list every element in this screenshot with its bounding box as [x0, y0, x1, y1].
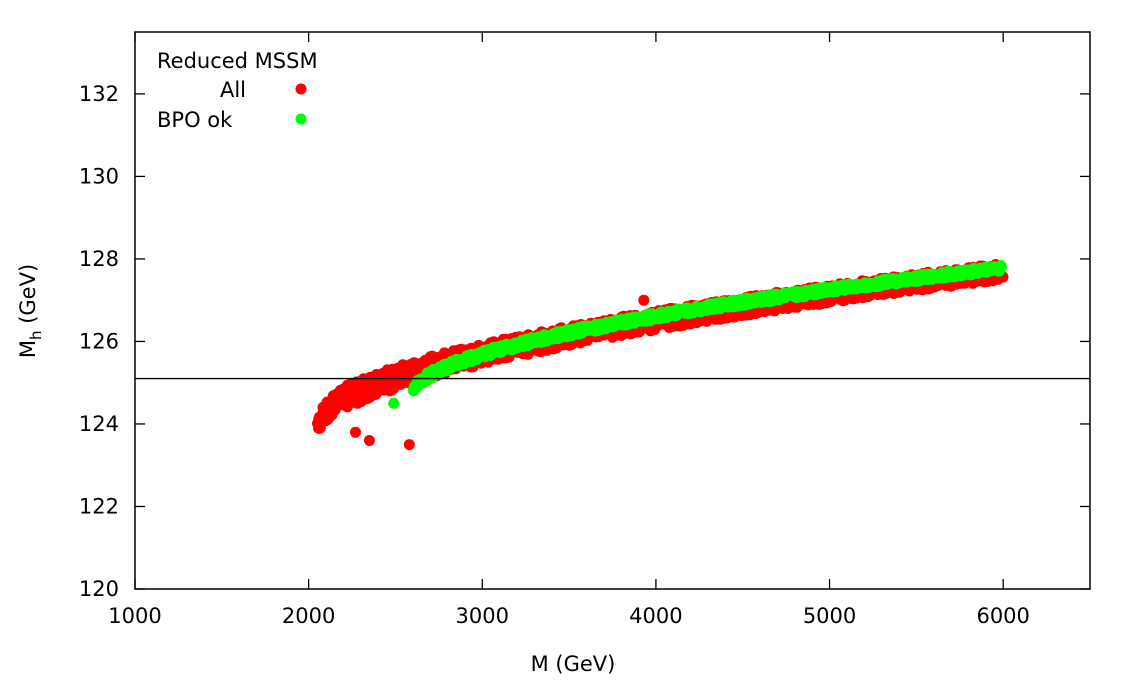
data-point — [626, 315, 638, 327]
data-point — [363, 435, 375, 446]
y-axis-label-sub: h — [27, 330, 45, 340]
legend-label-all: All — [220, 78, 246, 102]
x-axis-label: M (GeV) — [531, 652, 616, 676]
data-point — [843, 278, 855, 290]
data-point — [783, 288, 795, 300]
x-tick-label: 2000 — [282, 604, 335, 628]
data-point — [891, 278, 902, 290]
data-point — [438, 347, 450, 359]
data-point — [967, 277, 979, 289]
y-tick-label: 126 — [79, 329, 119, 353]
data-point — [403, 439, 415, 451]
data-point — [356, 379, 368, 391]
axis-ticks: 1000 2000 3000 4000 5000 6000 120 122 124 126 128 1… — [79, 32, 1090, 628]
legend-label-bpo-ok: BPO ok — [157, 108, 233, 132]
data-point — [672, 305, 684, 317]
data-point — [871, 281, 883, 292]
data-point — [736, 299, 748, 311]
data-point — [329, 389, 341, 401]
data-point — [767, 289, 779, 301]
data-point — [412, 374, 424, 386]
series-bpo-ok — [388, 260, 1007, 409]
data-point — [770, 304, 781, 316]
data-point — [709, 313, 720, 325]
data-point — [815, 298, 827, 310]
data-point — [685, 318, 697, 330]
x-tick-label: 1000 — [108, 604, 161, 628]
legend-marker-bpo-ok — [295, 113, 307, 125]
y-tick-label: 130 — [79, 164, 119, 188]
data-point — [495, 345, 507, 357]
data-point — [609, 320, 621, 332]
data-point — [995, 261, 1007, 273]
data-point — [755, 292, 767, 303]
data-point — [954, 268, 966, 280]
data-point — [657, 311, 669, 323]
data-point — [646, 312, 658, 324]
data-point — [719, 296, 731, 308]
data-point — [937, 272, 949, 284]
x-tick-label: 4000 — [629, 604, 682, 628]
data-point — [350, 426, 361, 438]
data-point — [914, 270, 926, 281]
data-point — [830, 286, 842, 298]
y-axis-label: Mh (GeV) — [16, 264, 45, 358]
data-point — [446, 355, 458, 367]
data-point — [313, 418, 325, 430]
data-point — [345, 378, 357, 390]
data-point — [720, 312, 732, 324]
data-point — [819, 283, 831, 294]
y-tick-label: 124 — [79, 412, 119, 436]
data-point — [517, 336, 529, 348]
y-axis-label-main: M — [16, 340, 40, 358]
x-tick-label: 3000 — [456, 604, 509, 628]
plot-frame — [134, 31, 1091, 590]
y-tick-label: 122 — [79, 494, 119, 518]
data-point — [388, 397, 400, 409]
legend: Reduced MSSM All BPO ok — [157, 49, 318, 132]
data-point — [411, 360, 423, 372]
data-points — [312, 259, 1009, 451]
data-point — [636, 313, 647, 325]
y-tick-label: 132 — [79, 82, 119, 106]
y-tick-label: 120 — [79, 577, 119, 601]
data-point — [569, 327, 581, 339]
data-point — [638, 294, 650, 306]
data-point — [531, 336, 543, 348]
data-point — [810, 283, 822, 295]
y-axis-label-tail: (GeV) — [16, 264, 40, 331]
data-point — [860, 282, 872, 294]
y-tick-label: 128 — [79, 247, 119, 271]
data-point — [663, 322, 675, 333]
data-point — [390, 369, 401, 380]
x-tick-label: 6000 — [976, 604, 1029, 628]
x-tick-label: 5000 — [803, 604, 856, 628]
data-point — [599, 321, 611, 333]
legend-title: Reduced MSSM — [157, 49, 318, 73]
data-point — [972, 267, 984, 279]
data-point — [387, 381, 399, 393]
data-point — [705, 302, 717, 313]
data-point — [558, 327, 570, 339]
legend-marker-all — [295, 83, 307, 95]
data-point — [794, 286, 806, 298]
data-point — [479, 347, 491, 358]
data-point — [326, 402, 337, 414]
data-point — [428, 367, 440, 379]
data-point — [459, 353, 471, 365]
data-point — [357, 394, 369, 406]
data-point — [803, 299, 814, 311]
